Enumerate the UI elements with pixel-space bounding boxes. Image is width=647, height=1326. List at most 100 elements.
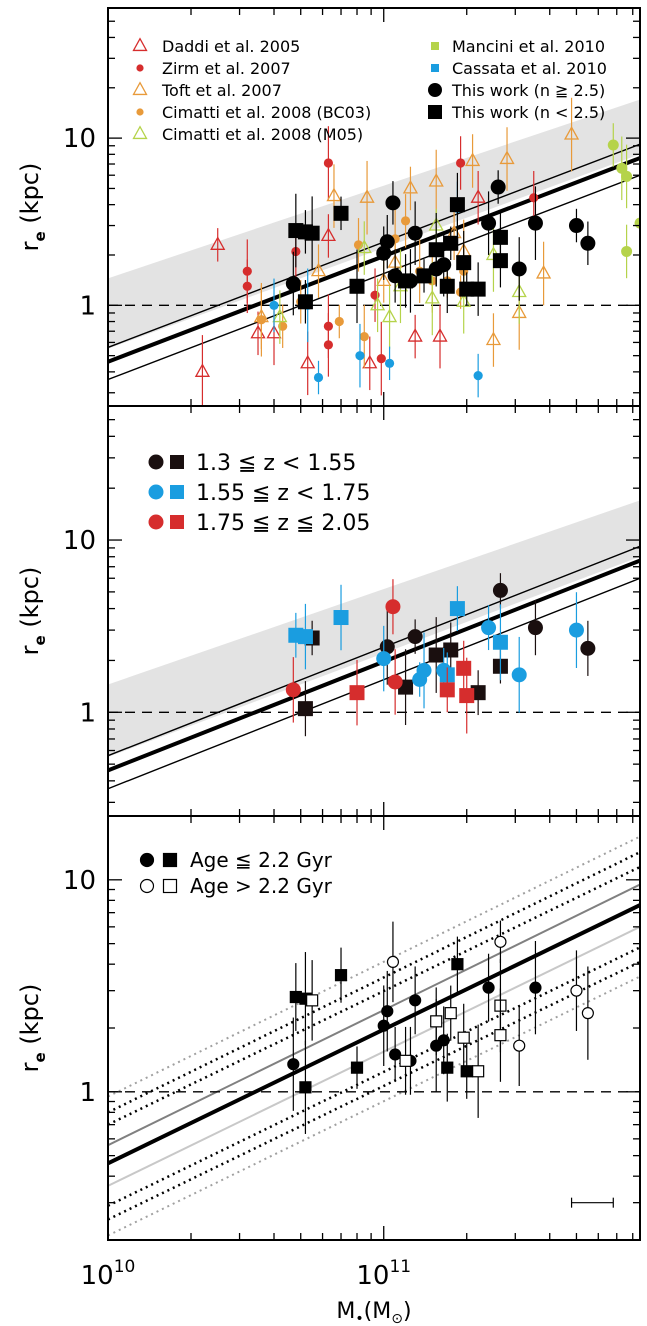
- data-point: [194, 363, 211, 377]
- data-point: [313, 372, 324, 383]
- data-point: [460, 1065, 473, 1078]
- data-point: [470, 281, 486, 297]
- data-point: [472, 1065, 485, 1078]
- data-point: [399, 1054, 412, 1067]
- data-point: [456, 660, 472, 676]
- panel-3-axes: 1 10 re (kpc): [16, 815, 641, 1241]
- dotted-line: [108, 865, 640, 1126]
- x-axis-label: M•(M⊙): [336, 1299, 411, 1326]
- data-point: [451, 958, 464, 971]
- data-point: [297, 701, 313, 717]
- legend-marker: [170, 515, 184, 529]
- data-point: [535, 264, 552, 279]
- data-point: [285, 276, 301, 292]
- legend-marker: [428, 83, 442, 97]
- legend-marker: [136, 108, 144, 116]
- legend-marker: [139, 878, 155, 894]
- data-point: [381, 308, 398, 323]
- legend-marker: [431, 42, 439, 50]
- data-point: [492, 634, 508, 650]
- data-point: [269, 300, 279, 310]
- legend-marker: [431, 64, 439, 72]
- legend-marker: [170, 455, 184, 469]
- data-point: [377, 1019, 390, 1032]
- legend-label: Mancini et al. 2010: [452, 37, 605, 56]
- data-point: [464, 152, 481, 167]
- legend-label: This work (n < 2.5): [451, 103, 605, 122]
- legend-label: Toft et al. 2007: [161, 81, 282, 100]
- data-point: [256, 315, 266, 325]
- data-point: [439, 278, 455, 294]
- thick-line: [108, 558, 640, 773]
- data-point: [428, 647, 444, 663]
- data-point: [326, 187, 342, 202]
- data-point: [481, 215, 497, 231]
- data-point: [416, 662, 432, 678]
- legend-label: 1.75 ≦ z ≦ 2.05: [196, 511, 370, 536]
- legend: 1.3 ≦ z < 1.55 1.55 ≦ z < 1.75 1.75 ≦ z ≦ …: [148, 451, 370, 536]
- data-point: [210, 236, 226, 250]
- data-point: [381, 1005, 394, 1018]
- y-tick-label: 10: [63, 526, 96, 556]
- data-point: [428, 242, 444, 258]
- y-tick-label: 1: [79, 698, 96, 728]
- shaded-band: [108, 500, 640, 758]
- data-point: [443, 642, 459, 658]
- thin-line: [108, 143, 640, 349]
- legend-label: Cimatti et al. 2008 (M05): [162, 125, 363, 144]
- data-point: [581, 1007, 594, 1020]
- x-tick-label: 1011: [356, 1257, 411, 1291]
- data-point: [616, 162, 628, 174]
- data-point: [511, 261, 527, 277]
- panel-3-plot: [108, 835, 640, 1237]
- data-point: [490, 179, 506, 195]
- data-point: [369, 296, 386, 311]
- y-axis-label: re (kpc): [16, 984, 49, 1073]
- data-point: [359, 332, 369, 342]
- data-point: [492, 253, 508, 269]
- data-point: [430, 1015, 443, 1028]
- data-point: [334, 316, 344, 327]
- y-axis-label: re (kpc): [16, 567, 49, 656]
- data-point: [621, 245, 633, 257]
- data-point: [580, 235, 596, 251]
- data-point: [400, 216, 411, 226]
- legend-marker: [162, 852, 178, 868]
- lightgrey-line: [108, 925, 640, 1187]
- data-point: [376, 272, 392, 286]
- data-point: [529, 981, 542, 994]
- data-point: [499, 150, 515, 165]
- data-point: [456, 255, 472, 271]
- legend-label: Age ≦ 2.2 Gyr: [190, 848, 333, 872]
- y-tick-label: 1: [79, 291, 96, 321]
- data-point: [470, 685, 486, 701]
- data-point: [527, 215, 543, 231]
- data-point: [511, 667, 527, 683]
- thin-line: [108, 174, 640, 381]
- data-point: [333, 205, 349, 221]
- data-point: [242, 281, 252, 291]
- data-point: [428, 172, 444, 187]
- thin-line: [108, 545, 640, 757]
- data-point: [416, 268, 432, 284]
- data-point: [455, 158, 466, 168]
- data-point: [457, 1031, 470, 1044]
- data-point: [580, 640, 596, 656]
- data-point: [287, 1058, 300, 1071]
- data-point: [459, 688, 475, 704]
- data-point: [323, 158, 334, 168]
- data-point: [424, 289, 440, 304]
- data-point: [570, 984, 583, 997]
- legend-marker: [132, 37, 148, 52]
- legend-marker: [428, 105, 442, 119]
- data-point: [355, 351, 365, 361]
- data-point: [482, 981, 495, 994]
- data-point: [297, 294, 313, 310]
- data-point: [299, 1081, 312, 1094]
- data-point: [384, 358, 395, 368]
- data-point: [387, 674, 403, 690]
- legend-marker: [132, 125, 148, 140]
- data-point: [481, 620, 497, 636]
- data-point: [621, 170, 633, 182]
- data-point: [356, 239, 372, 254]
